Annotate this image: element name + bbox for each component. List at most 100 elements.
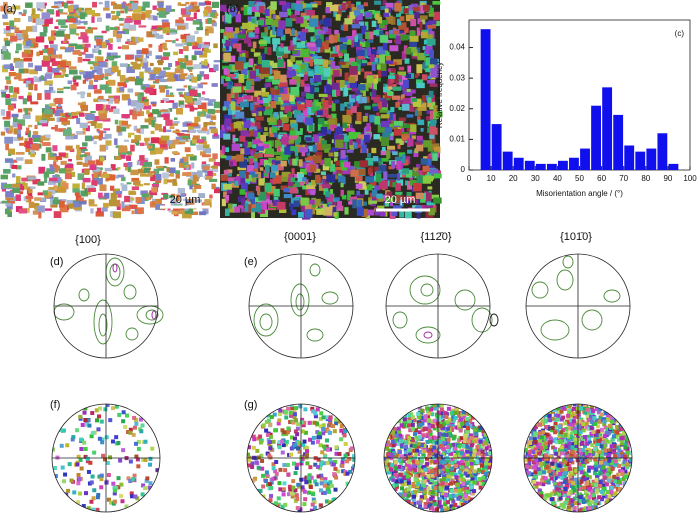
ipf-point bbox=[325, 481, 330, 486]
ipf-point bbox=[430, 490, 435, 495]
grain bbox=[353, 142, 358, 149]
grain bbox=[31, 143, 40, 151]
grain bbox=[296, 114, 304, 123]
grain bbox=[15, 152, 25, 155]
grain bbox=[99, 184, 107, 192]
grain bbox=[82, 128, 89, 131]
ipf-point bbox=[468, 418, 473, 423]
grain bbox=[429, 110, 434, 120]
grain bbox=[396, 173, 400, 181]
ipf-point bbox=[446, 406, 451, 411]
grain bbox=[377, 46, 386, 55]
grain bbox=[84, 188, 88, 195]
ipf-point bbox=[422, 427, 427, 432]
grain bbox=[50, 30, 56, 37]
ipf-point bbox=[318, 416, 323, 421]
grain bbox=[414, 74, 419, 79]
ipf-point bbox=[404, 440, 409, 445]
ipf-point bbox=[313, 411, 318, 416]
ipf-point bbox=[446, 477, 451, 482]
grain bbox=[85, 125, 90, 132]
ipf-point bbox=[91, 507, 96, 512]
grain bbox=[379, 211, 386, 217]
ipf-point bbox=[413, 455, 418, 460]
grain bbox=[79, 122, 88, 128]
grain bbox=[429, 126, 438, 135]
grain bbox=[250, 150, 254, 160]
ipf-point bbox=[289, 413, 294, 418]
ipf-point bbox=[544, 494, 549, 499]
grain bbox=[27, 124, 33, 128]
ipf-point bbox=[434, 507, 439, 512]
ipf-point bbox=[484, 461, 489, 466]
grain bbox=[416, 27, 421, 36]
ipf-point bbox=[407, 416, 412, 421]
grain bbox=[411, 98, 417, 102]
grain bbox=[27, 92, 32, 98]
grain bbox=[213, 60, 222, 63]
grain bbox=[236, 43, 242, 52]
grain bbox=[142, 105, 152, 110]
grain bbox=[201, 161, 207, 166]
grain bbox=[4, 85, 9, 90]
grain bbox=[184, 77, 191, 80]
ipf-point bbox=[419, 415, 424, 420]
grain bbox=[312, 144, 318, 153]
grain bbox=[13, 128, 18, 135]
grain bbox=[209, 126, 217, 130]
grain bbox=[362, 91, 366, 97]
grain bbox=[93, 98, 100, 103]
ipf-point bbox=[479, 479, 484, 484]
grain bbox=[337, 52, 344, 57]
grain bbox=[3, 28, 11, 35]
ipf-point bbox=[91, 496, 96, 501]
grain bbox=[124, 18, 133, 23]
grain bbox=[55, 156, 63, 160]
grain bbox=[384, 94, 393, 99]
ipf-point bbox=[441, 414, 446, 419]
grain bbox=[343, 87, 349, 96]
grain bbox=[58, 152, 66, 157]
ipf-point bbox=[108, 455, 113, 460]
grain bbox=[49, 103, 57, 107]
ipf-point bbox=[453, 472, 458, 477]
grain bbox=[267, 185, 276, 194]
grain bbox=[297, 100, 302, 105]
ipf-point bbox=[480, 445, 485, 450]
grain bbox=[119, 87, 125, 92]
ipf-point bbox=[451, 506, 456, 511]
ipf-point bbox=[423, 502, 428, 507]
grain bbox=[180, 193, 186, 197]
ipf-point bbox=[247, 445, 251, 450]
grain bbox=[240, 198, 246, 206]
ipf-point bbox=[481, 482, 486, 487]
ipf-point bbox=[322, 490, 327, 495]
grain bbox=[40, 135, 46, 140]
grain bbox=[87, 26, 91, 31]
ipf-point bbox=[459, 473, 464, 478]
grain bbox=[71, 115, 79, 119]
grain bbox=[232, 86, 242, 93]
grain bbox=[158, 70, 166, 78]
ipf-point bbox=[323, 477, 328, 482]
grain bbox=[65, 61, 72, 66]
ipf-point bbox=[411, 481, 416, 486]
grain bbox=[304, 86, 314, 93]
grain bbox=[395, 35, 402, 45]
ipf-point bbox=[463, 437, 468, 442]
grain bbox=[242, 62, 249, 68]
grain bbox=[399, 203, 404, 207]
grain bbox=[4, 120, 11, 127]
ipf-point bbox=[297, 440, 302, 445]
ipf-point bbox=[316, 431, 321, 436]
grain bbox=[182, 211, 191, 219]
grain bbox=[178, 91, 183, 95]
ipf-point bbox=[327, 489, 332, 494]
grain bbox=[356, 45, 363, 53]
grain bbox=[235, 176, 241, 186]
ipf-point bbox=[79, 466, 84, 471]
grain bbox=[66, 199, 76, 206]
grain bbox=[329, 4, 339, 12]
grain bbox=[104, 86, 112, 94]
ipf-point bbox=[450, 466, 455, 471]
